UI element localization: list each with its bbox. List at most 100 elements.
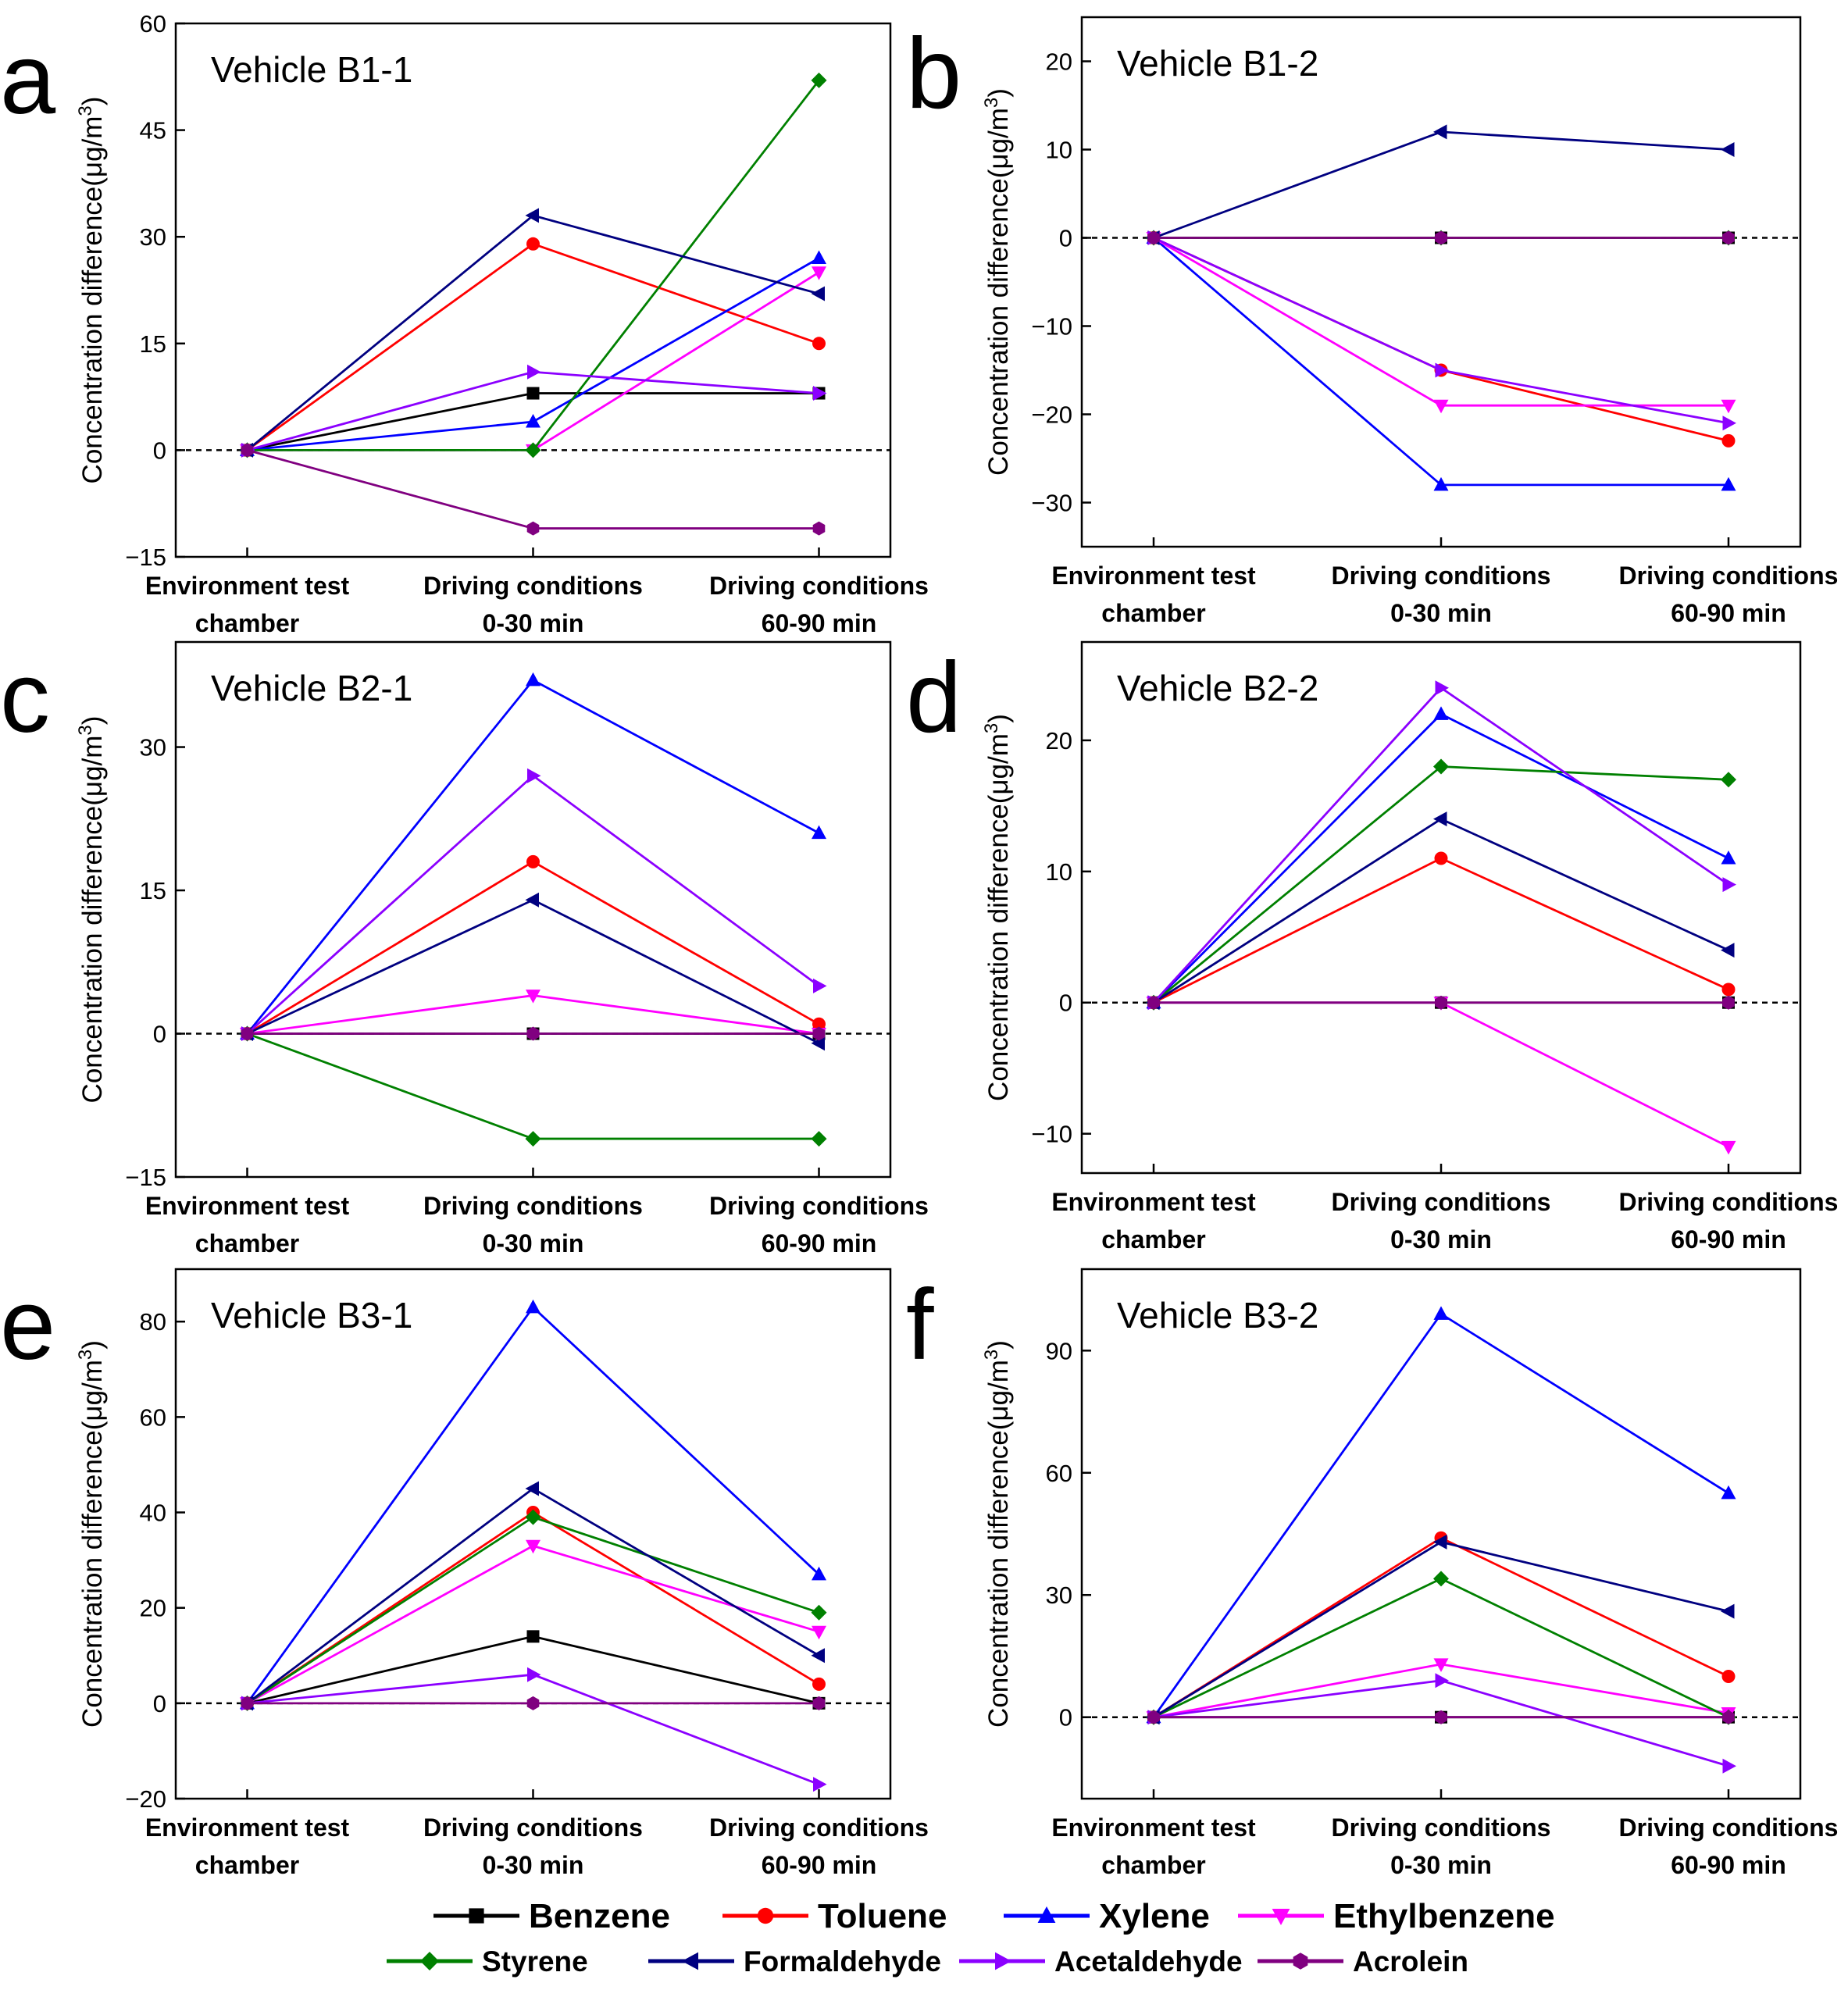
x-category-label: Environment test	[1051, 1188, 1256, 1216]
x-category-label: Driving conditions	[1332, 562, 1551, 590]
data-point-styrene	[811, 1131, 827, 1147]
data-point-xylene	[526, 1299, 540, 1314]
data-point-acrolein	[526, 521, 540, 536]
y-axis-label: Concentration difference(μg/m3)	[981, 88, 1015, 476]
data-point-formaldehyde	[525, 208, 539, 223]
chart-panel-c: −15 0 15 30 Environment test chamber Driving c…	[0, 640, 929, 1257]
legend-item-acrolein: Acrolein	[1258, 1945, 1468, 1978]
y-tick-label: 0	[1059, 1704, 1072, 1731]
data-point-toluene	[526, 854, 540, 868]
y-tick-label: 0	[1059, 225, 1072, 252]
y-tick-label: 45	[140, 117, 166, 144]
data-point-acrolein	[1435, 230, 1447, 245]
x-category-sublabel: 60-90 min	[1671, 1225, 1786, 1254]
series-line-acetaldehyde	[1153, 237, 1729, 425]
y-tick-label: 60	[140, 1403, 166, 1431]
data-point-styrene	[525, 1509, 541, 1525]
series-line-formaldehyde	[1153, 818, 1729, 1004]
data-point-xylene	[1721, 851, 1736, 865]
y-axis-label-part: Concentration difference	[983, 1430, 1014, 1728]
series-acrolein	[1147, 230, 1735, 245]
series-styrene	[1146, 758, 1736, 1011]
data-point-styrene	[525, 1131, 541, 1147]
data-point-styrene	[811, 72, 827, 88]
series-line-styrene	[247, 1032, 819, 1140]
y-axis-label-part: (μg/m	[77, 736, 108, 806]
series-xylene	[240, 250, 826, 456]
data-point-ethylbenzene	[1433, 1658, 1449, 1672]
legend-label: Toluene	[818, 1897, 947, 1935]
x-category-label: Driving conditions	[423, 1813, 643, 1842]
x-category-label: Environment test	[145, 1813, 350, 1842]
y-tick-label: 20	[1046, 48, 1072, 76]
x-category-sublabel: chamber	[1101, 1225, 1205, 1254]
data-point-acrolein	[241, 1696, 254, 1710]
data-point-acrolein	[1147, 1710, 1160, 1724]
x-category-sublabel: 0-30 min	[1390, 599, 1492, 627]
series-formaldehyde	[239, 892, 825, 1051]
data-point-acrolein	[812, 521, 826, 536]
y-tick-label: 30	[1046, 1582, 1072, 1609]
data-point-xylene	[1721, 476, 1736, 491]
x-category-sublabel: 60-90 min	[1671, 599, 1786, 627]
data-point-acrolein	[1147, 230, 1160, 245]
chart-panel-d: −10 0 10 20 Environment test chamber Driving c…	[906, 640, 1838, 1254]
y-axis-label-part: )	[983, 1340, 1014, 1350]
data-point-acetaldehyde	[813, 978, 827, 993]
series-line-ethylbenzene	[1153, 1663, 1729, 1719]
y-axis-label-part: 3	[75, 725, 96, 735]
y-tick-label: 0	[153, 1021, 166, 1048]
legend: Benzene Toluene Xylene Ethylbenzene Styrene F…	[387, 1897, 1555, 1978]
x-category-sublabel: 0-30 min	[483, 609, 584, 637]
series-acrolein	[1147, 995, 1735, 1010]
series-formaldehyde	[1146, 124, 1735, 245]
legend-label: Ethylbenzene	[1333, 1897, 1555, 1935]
data-point-acrolein	[241, 443, 254, 458]
plot-frame	[174, 640, 892, 1179]
series-ethylbenzene	[240, 266, 826, 458]
x-category-label: Driving conditions	[709, 1192, 929, 1220]
data-point-xylene	[812, 250, 826, 265]
x-category-label: Driving conditions	[1619, 562, 1839, 590]
x-category-sublabel: 0-30 min	[1390, 1225, 1492, 1254]
legend-marker-ethylbenzene	[1272, 1909, 1290, 1925]
series-line-styrene	[1153, 1577, 1729, 1718]
data-point-xylene	[812, 1566, 826, 1581]
y-axis-label-part: Concentration difference	[77, 187, 108, 484]
series-line-xylene	[1152, 1312, 1729, 1718]
data-point-toluene	[812, 1017, 826, 1031]
chart-panel-b: −30 −20 −10 0 10 20 Environment test chamber Dri…	[906, 16, 1839, 627]
data-point-acetaldehyde	[1435, 680, 1449, 696]
series-line-xylene	[246, 1305, 820, 1704]
series-formaldehyde	[1146, 1534, 1735, 1725]
data-point-formaldehyde	[1721, 1603, 1735, 1619]
x-category-label: Driving conditions	[1332, 1188, 1551, 1216]
data-point-ethylbenzene	[526, 1539, 540, 1554]
y-axis-label-part: )	[77, 716, 108, 726]
data-point-formaldehyde	[811, 286, 825, 301]
legend-item-benzene: Benzene	[433, 1897, 670, 1935]
legend-item-ethylbenzene: Ethylbenzene	[1238, 1897, 1555, 1935]
legend-marker-formaldehyde	[682, 1952, 698, 1970]
series-line-ethylbenzene	[1153, 237, 1728, 407]
y-axis-label: Concentration difference(μg/m3)	[981, 1340, 1015, 1728]
data-point-ethylbenzene	[526, 990, 540, 1004]
plot-frame	[1080, 16, 1802, 548]
series-line-acetaldehyde	[1152, 686, 1729, 1004]
y-tick-label: 30	[140, 734, 166, 761]
y-axis-label-part: Concentration difference	[983, 804, 1014, 1101]
y-tick-label: 20	[140, 1595, 166, 1622]
y-tick-label: −10	[1031, 1121, 1072, 1148]
x-category-label: Driving conditions	[423, 1192, 643, 1220]
data-point-formaldehyde	[811, 1648, 825, 1664]
y-tick-label: −20	[125, 1785, 166, 1813]
series-ethylbenzene	[1146, 232, 1736, 414]
y-axis-label: Concentration difference(μg/m3)	[75, 716, 109, 1104]
x-category-label: Environment test	[145, 572, 350, 600]
y-tick-label: −20	[1031, 401, 1072, 429]
y-tick-label: 30	[140, 223, 166, 251]
series-line-acetaldehyde	[247, 1673, 820, 1785]
data-point-toluene	[526, 237, 540, 251]
legend-marker-benzene	[469, 1908, 484, 1924]
